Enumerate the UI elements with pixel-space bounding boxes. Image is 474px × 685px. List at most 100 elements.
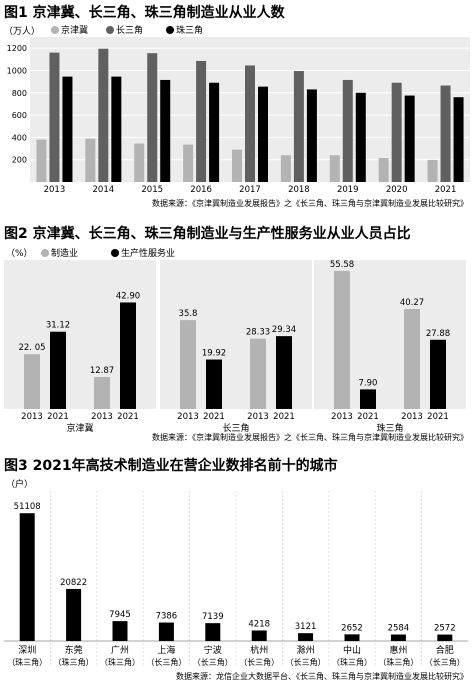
- figure-1-y-tick-label: 400: [12, 133, 27, 142]
- figure-3-unit: （户）: [6, 478, 33, 490]
- figure-3-title: 图3 2021年高技术制造业在营企业数排名前十的城市: [4, 457, 338, 474]
- figure-1-bar: [306, 89, 317, 182]
- figure-2-year-label: 2021: [357, 412, 379, 422]
- figure-3-bars: 51108 20822 7945 7386 7139 4218 3121 2652 2584 25…: [14, 502, 456, 641]
- figure-3-gridlines: [4, 491, 468, 667]
- figure-1-x-tick-label: 2020: [386, 185, 408, 195]
- figure-3-region-label: （珠三角）: [332, 657, 372, 667]
- figure-1-bar: [440, 85, 451, 182]
- figure-2-bar: [276, 336, 292, 409]
- figure-2-source: 数据来源：《京津冀制造业发展报告》之《长三角、珠三角与京津冀制造业发展比较研究》: [152, 432, 468, 442]
- figure-1-bar: [183, 144, 194, 182]
- figure-1-bar: [160, 79, 171, 182]
- figure-3-bar: [251, 630, 267, 641]
- figure-3-data-label: 2572: [434, 624, 456, 634]
- figure-1-bar: [134, 143, 145, 182]
- figure-2-year-label: 2021: [427, 412, 449, 422]
- figure-3-region-label: （珠三角）: [378, 657, 418, 667]
- figure-3-city-label: 惠州: [389, 644, 407, 656]
- figure-1-bar: [232, 149, 242, 182]
- figure-3-data-label: 3121: [295, 622, 317, 632]
- figure-3-bar: [158, 622, 174, 641]
- figure-2-unit: （%）: [6, 248, 33, 259]
- figure-1-bar: [378, 158, 389, 182]
- figure-1-x-tick-label: 2021: [435, 185, 457, 195]
- figure-2-data-label: 19.92: [202, 349, 226, 359]
- figure-1-y-tick-label: 800: [12, 89, 27, 98]
- figure-1-legend: 京津冀 长三角 珠三角: [51, 24, 203, 36]
- figure-1-title: 图1 京津冀、长三角、珠三角制造业从业人数: [4, 4, 286, 21]
- figure-2-bar: [250, 338, 266, 409]
- figure-1-x-tick-label: 2015: [141, 185, 163, 195]
- figure-1-bar: [245, 65, 255, 182]
- figure-3-x-labels: 深圳（珠三角）东莞（珠三角）广州（珠三角）上海（长三角）宁波（长三角）杭州（长三…: [7, 644, 465, 667]
- figure-3-city-label: 中山: [343, 644, 361, 656]
- figure-3-data-label: 2584: [388, 624, 410, 634]
- figure-3-bar: [205, 623, 221, 641]
- figure-2-data-label: 22. 05: [18, 343, 45, 353]
- figure-2-bar: [94, 377, 110, 409]
- figure-2-data-label: 55.58: [330, 260, 354, 270]
- figure-3-region-label: （长三角）: [193, 657, 233, 667]
- figure-2-year-label: 2021: [203, 412, 225, 422]
- figure-3-data-label: 7386: [156, 612, 178, 622]
- figure-2-bar: [360, 389, 376, 409]
- figure-3-bar: [437, 634, 453, 641]
- figure-1-bar: [329, 155, 340, 182]
- figure-2-data-label: 35.8: [179, 309, 198, 319]
- figure-1-bar: [98, 48, 109, 182]
- figure-1-bar: [258, 86, 268, 182]
- figure-1-x-tick-label: 2018: [288, 185, 310, 195]
- figure-2-bars: 22. 05201331.12202112.87201342.902021京津冀…: [18, 260, 450, 434]
- figure-1-legend-label: 京津冀: [61, 24, 88, 36]
- figure-2-title: 图2 京津冀、长三角、珠三角制造业与生产性服务业从业人员占比: [4, 225, 411, 242]
- figure-3-data-label: 20822: [60, 578, 87, 588]
- figure-1-legend-marker: [106, 26, 114, 34]
- figure-2-bar: [120, 302, 136, 409]
- figure-1-bar: [209, 82, 220, 182]
- figure-3-region-label: （长三角）: [286, 657, 326, 667]
- figure-3-data-label: 51108: [14, 502, 41, 512]
- figure-3-bar: [344, 634, 360, 641]
- figure-1-bars: [36, 48, 464, 182]
- figure-3-region-label: （长三角）: [425, 657, 465, 667]
- figure-2-year-label: 2021: [117, 412, 139, 422]
- figure-1-y-tick-label: 600: [12, 111, 27, 120]
- figure-1-legend-label: 长三角: [116, 24, 143, 36]
- figure-1-bar: [36, 139, 47, 182]
- figure-3-city-label: 杭州: [250, 644, 268, 656]
- figure-3-city-label: 深圳: [18, 645, 36, 656]
- figure-3-bar: [298, 633, 314, 641]
- figure-2-year-label: 2013: [21, 412, 43, 422]
- figure-3-city-label: 滁州: [297, 645, 315, 656]
- figure-3-data-label: 7945: [109, 610, 131, 620]
- figure-1-x-tick-label: 2017: [239, 185, 261, 195]
- figure-3-region-label: （长三角）: [146, 657, 186, 667]
- figure-2-group-label: 京津冀: [66, 422, 93, 434]
- figure-2-year-label: 2013: [247, 412, 269, 422]
- figure-1-bar: [355, 92, 366, 182]
- figure-1-x-labels: 2013 2014 2015 2016 2017 2018 2019 2020 2021: [44, 185, 457, 195]
- figure-1-y-tick-label: 1000: [7, 66, 27, 75]
- figure-2-bar: [404, 308, 420, 409]
- figure-1-source: 数据来源：《京津冀制造业发展报告》之《长三角、珠三角与京津冀制造业发展比较研究》: [152, 198, 468, 208]
- figure-1-legend-marker: [51, 26, 59, 34]
- figure-3-data-label: 7139: [202, 612, 224, 622]
- figure-3-bar: [66, 588, 82, 641]
- figure-1-bar: [427, 159, 438, 182]
- figure-2-bar: [50, 331, 66, 409]
- figure-3-city-label: 上海: [157, 644, 175, 656]
- figure-1-x-tick-label: 2016: [190, 185, 212, 195]
- figure-1-x-tick-label: 2019: [337, 185, 359, 195]
- figure-2-group-label: 珠三角: [376, 422, 403, 434]
- figure-3-region-label: （珠三角）: [100, 657, 140, 667]
- figure-3-data-label: 4218: [248, 619, 270, 629]
- figure-2-year-label: 2013: [177, 412, 199, 422]
- figure-2-data-label: 12.87: [90, 366, 114, 376]
- figure-2-legend-label: 制造业: [51, 247, 78, 259]
- figure-3-region-label: （珠三角）: [54, 657, 94, 667]
- figure-2-bar: [334, 270, 350, 409]
- figure-1-bar: [404, 95, 415, 182]
- figure-3: 图3 2021年高技术制造业在营企业数排名前十的城市 （户） 51108 2082…: [4, 457, 468, 681]
